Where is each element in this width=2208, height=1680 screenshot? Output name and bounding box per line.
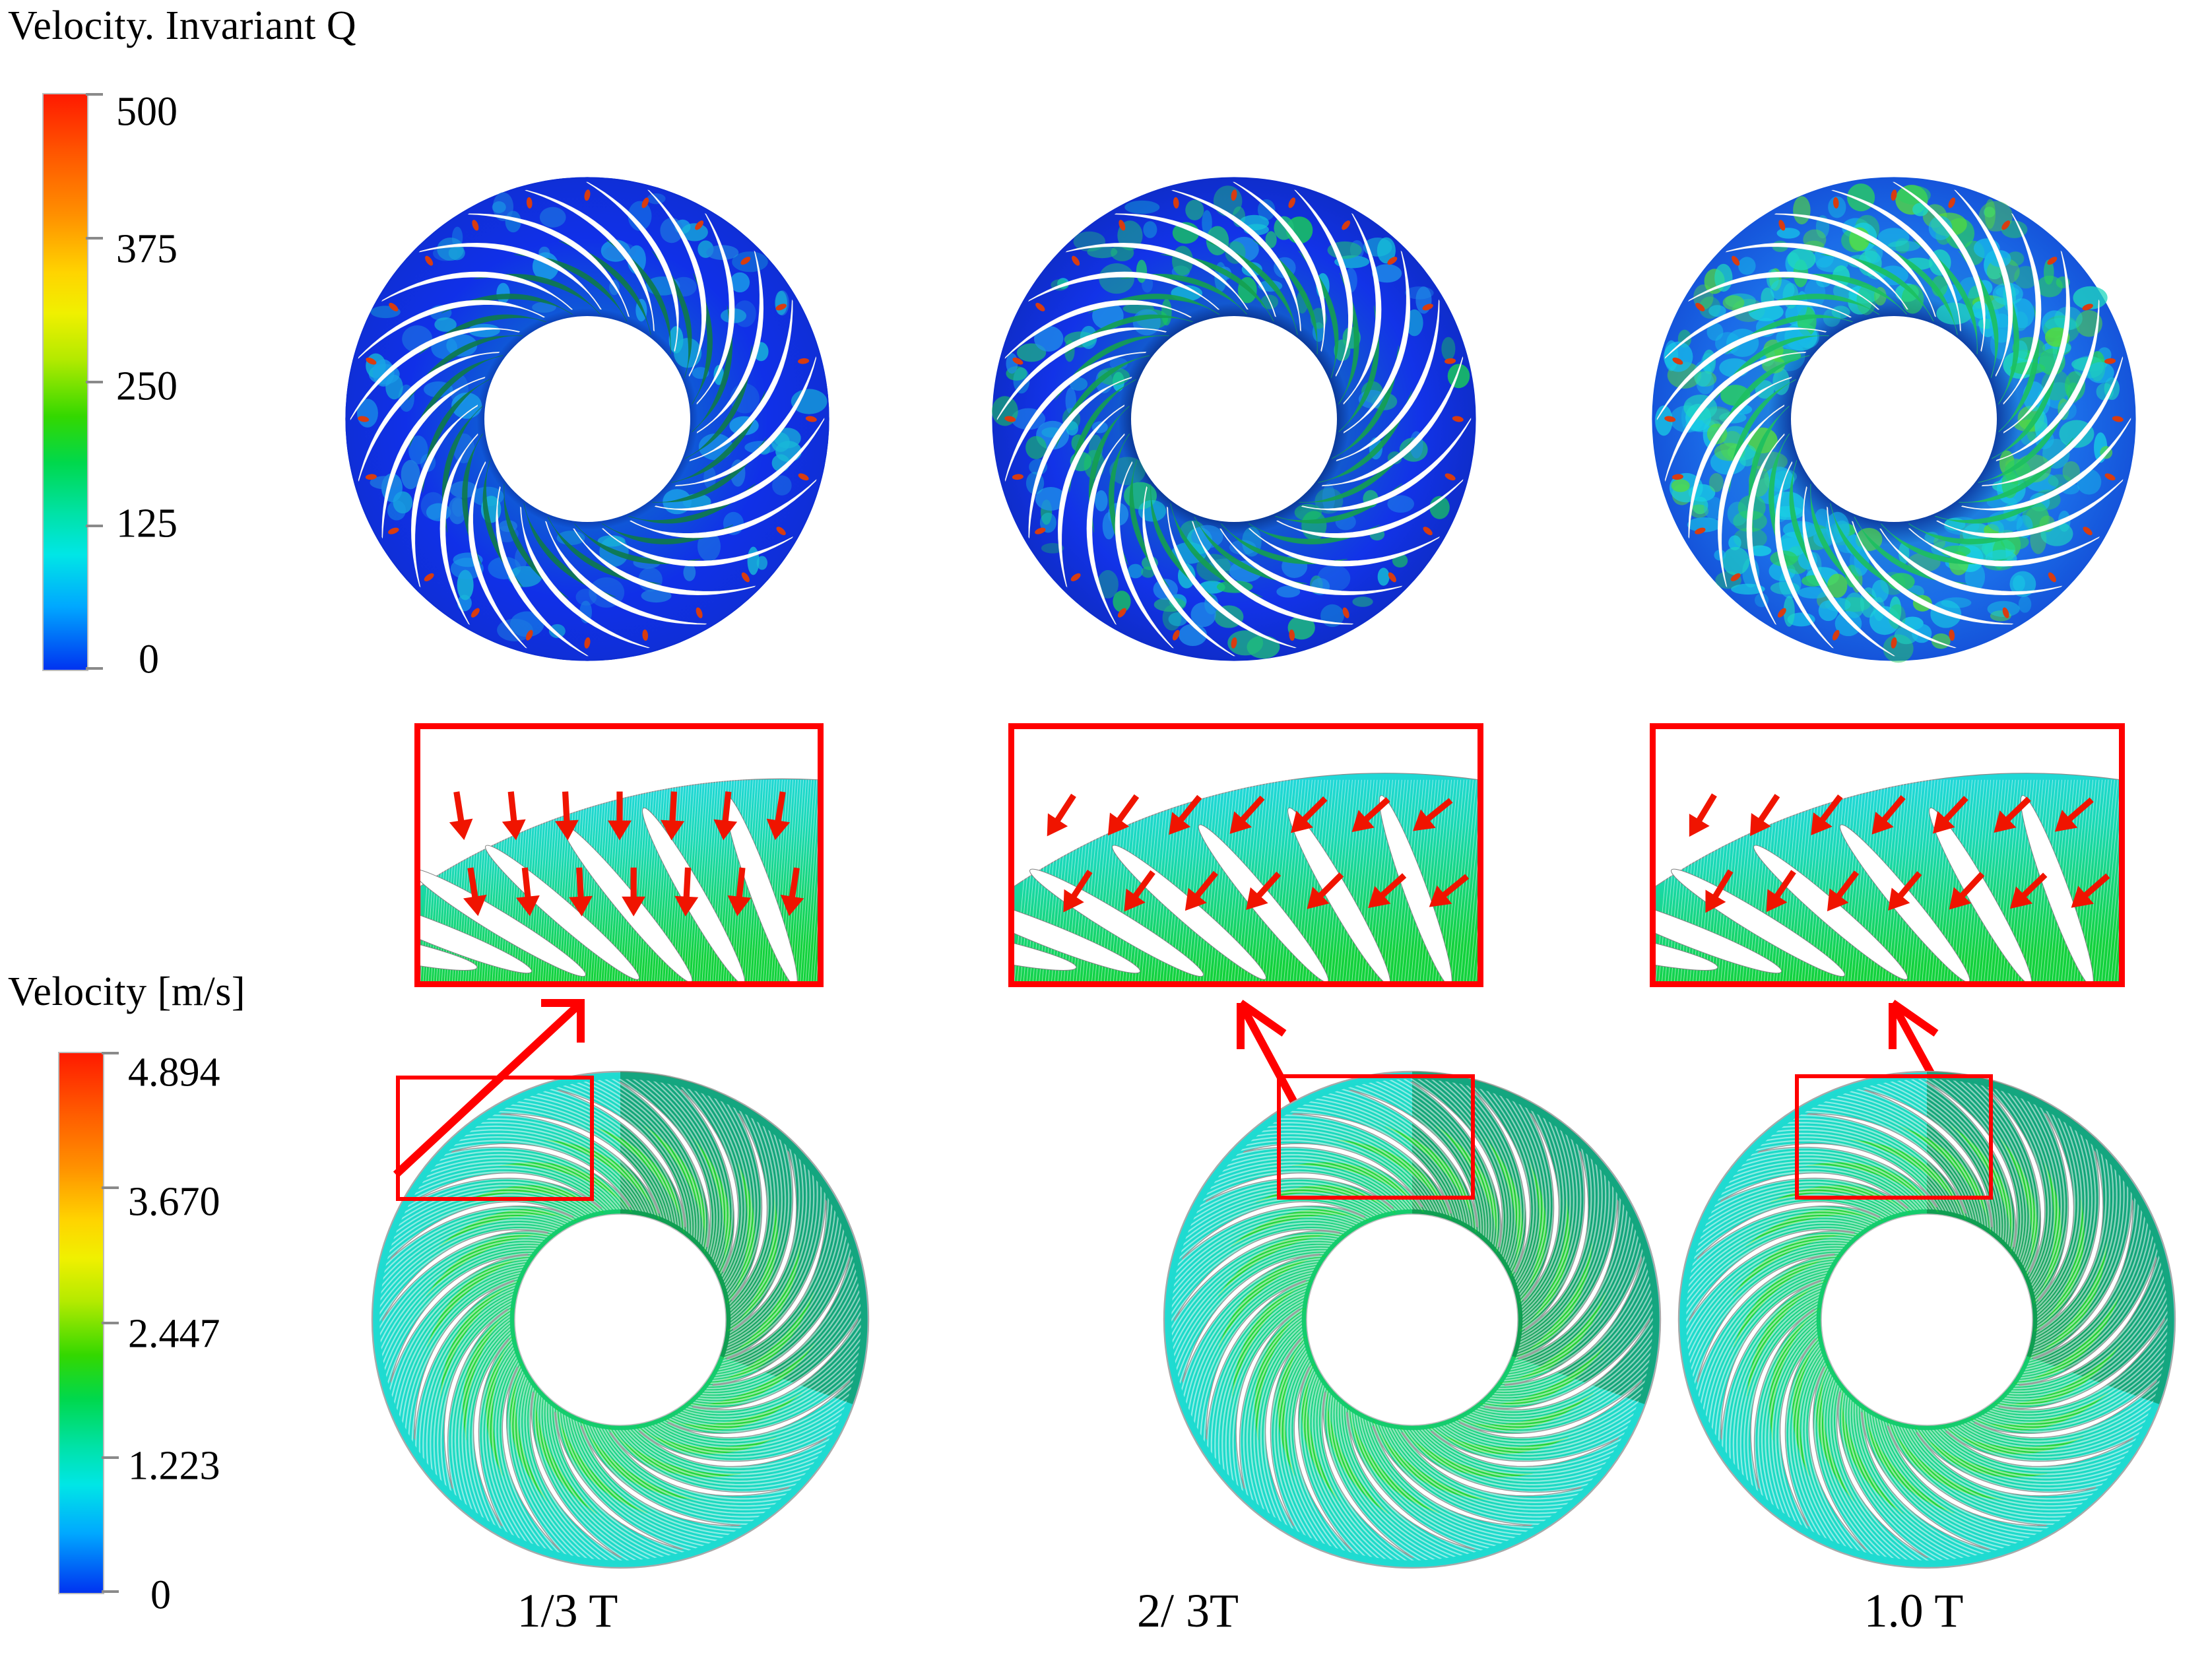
- inset-detail-one-third-T: [414, 723, 824, 987]
- panel-velocity-one-T: [1663, 1056, 2191, 1584]
- tick-mark: [86, 381, 103, 383]
- colorbar-invariant-q-label-1: 375: [116, 226, 178, 272]
- panel-q-one-T: [1637, 162, 2151, 676]
- colorbar-invariant-q-label-3: 125: [116, 501, 178, 546]
- tick-mark: [102, 1456, 119, 1459]
- panel-velocity-one-third-T: [356, 1056, 884, 1584]
- impeller-velocity-1: [371, 1070, 870, 1569]
- column-label-one-third-T: 1/3 T: [517, 1584, 618, 1637]
- column-label-two-thirds-T: 2/ 3T: [1137, 1584, 1239, 1637]
- colorbar-velocity-label-4: 0: [150, 1572, 171, 1618]
- roi-box-two-thirds-T: [1277, 1074, 1475, 1200]
- tick-mark: [102, 1590, 119, 1593]
- colorbar-invariant-q-label-0: 500: [116, 89, 178, 135]
- impeller-q-1: [345, 177, 829, 661]
- tick-mark: [86, 237, 103, 240]
- colorbar-invariant-q-label-2: 250: [116, 364, 178, 409]
- tick-mark: [86, 667, 103, 670]
- inset-detail-two-thirds-T: [1008, 723, 1483, 987]
- inset-svg-1: [420, 778, 818, 981]
- impeller-velocity-3: [1677, 1070, 2176, 1569]
- roi-box-one-third-T: [396, 1076, 594, 1201]
- tick-mark: [86, 93, 103, 96]
- inset-svg-3: [1656, 773, 2119, 981]
- panel-q-two-thirds-T: [977, 162, 1491, 676]
- column-label-one-T: 1.0 T: [1864, 1584, 1964, 1637]
- tick-mark: [102, 1322, 119, 1324]
- colorbar-title-velocity: Velocity [m/s]: [8, 969, 245, 1014]
- tick-mark: [102, 1052, 119, 1054]
- inset-svg-2: [1014, 773, 1477, 981]
- impeller-q-3: [1652, 177, 2136, 663]
- colorbar-title-invariant-q: Velocity. Invariant Q: [8, 3, 357, 48]
- inset-detail-one-T: [1650, 723, 2125, 987]
- colorbar-velocity-label-3: 1.223: [128, 1443, 220, 1489]
- tick-mark: [86, 525, 103, 527]
- colorbar-velocity-label-0: 4.894: [128, 1050, 220, 1095]
- roi-box-one-T: [1795, 1074, 1993, 1200]
- colorbar-velocity-label-2: 2.447: [128, 1311, 220, 1357]
- impeller-q-2: [992, 177, 1476, 661]
- colorbar-velocity: [58, 1052, 104, 1594]
- colorbar-velocity-label-1: 3.670: [128, 1179, 220, 1225]
- tick-mark: [102, 1186, 119, 1189]
- colorbar-invariant-q: [42, 93, 88, 671]
- panel-q-one-third-T: [330, 162, 845, 676]
- leader-arrow-one-third-T: [393, 999, 585, 1178]
- colorbar-invariant-q-label-4: 0: [139, 637, 159, 682]
